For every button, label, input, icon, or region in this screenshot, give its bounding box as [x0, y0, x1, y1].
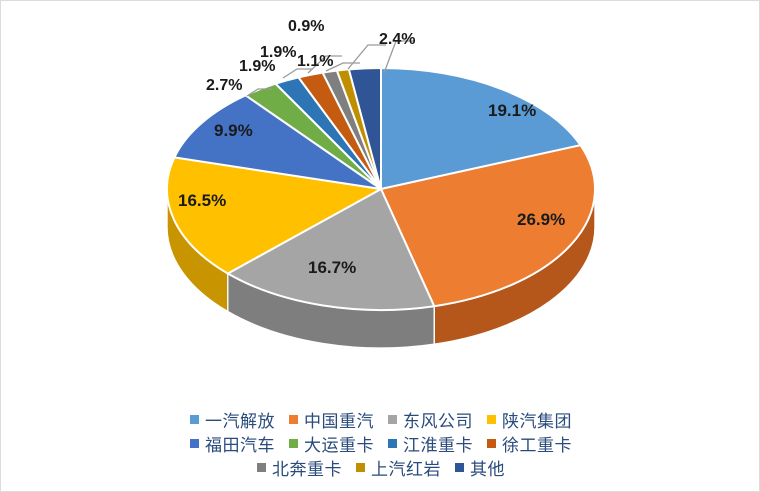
slice-label-zhongguozhongqi: 26.9%: [517, 210, 566, 229]
legend-label: 福田汽车: [205, 435, 275, 455]
slice-label-yiqijiefang: 19.1%: [488, 101, 537, 120]
legend-row-2: 福田汽车 大运重卡 江淮重卡 徐工重卡: [190, 431, 572, 455]
legend-label: 上汽红岩: [371, 459, 441, 479]
slice-label-dayunzhongka: 2.7%: [206, 77, 243, 94]
slice-label-futianqiche: 9.9%: [214, 121, 253, 140]
slice-futianqiche[interactable]: [172, 94, 382, 190]
legend-swatch-icon: [257, 462, 266, 472]
pie-top-faces: [165, 66, 596, 311]
slice-label-jianghuaizhongka: 1.9%: [239, 58, 276, 75]
legend-row-3: 北奔重卡 上汽红岩 其他: [257, 455, 505, 479]
slice-shanqijituan[interactable]: [165, 156, 385, 275]
legend-swatch-icon: [190, 414, 199, 424]
slice-label-qita: 2.4%: [379, 31, 416, 48]
legend-label: 大运重卡: [304, 435, 374, 455]
legend-label: 中国重汽: [304, 411, 374, 431]
pie-svg: [165, 40, 596, 349]
pie-plot-area: 19.1% 26.9% 16.7% 16.5% 9.9% 2.7% 1.9% 1…: [1, 1, 759, 401]
legend-label: 陕汽集团: [502, 411, 572, 431]
legend-item-zhongguozhongqi[interactable]: 中国重汽: [289, 407, 374, 432]
leader-line-0-9: [347, 44, 386, 70]
legend-item-shanqijituan[interactable]: 陕汽集团: [487, 407, 572, 432]
legend-label: 北奔重卡: [272, 459, 342, 479]
legend-item-dayunzhongka[interactable]: 大运重卡: [289, 431, 374, 456]
legend-swatch-icon: [455, 462, 464, 472]
slice-yiqijiefang[interactable]: [380, 66, 583, 191]
legend-label: 东风公司: [403, 411, 473, 431]
legend-label: 一汽解放: [205, 411, 275, 431]
legend-swatch-icon: [388, 438, 397, 448]
leader-line-2-4: [383, 40, 414, 74]
legend-item-futianqiche[interactable]: 福田汽车: [190, 431, 275, 456]
legend-item-xugongzhongka[interactable]: 徐工重卡: [487, 431, 572, 456]
slice-label-shangqihongyan: 0.9%: [288, 18, 325, 35]
legend-item-yiqijiefang[interactable]: 一汽解放: [190, 407, 275, 432]
slice-label-shanqijituan: 16.5%: [178, 191, 227, 210]
slice-label-dongfenggongsi: 16.7%: [308, 258, 357, 277]
legend-item-beibenzhongka[interactable]: 北奔重卡: [257, 455, 342, 480]
slice-label-xugongzhongka: 1.9%: [260, 44, 297, 61]
legend-swatch-icon: [487, 414, 496, 424]
legend-label: 徐工重卡: [502, 435, 572, 455]
legend-swatch-icon: [356, 462, 365, 472]
slice-qita[interactable]: [347, 66, 382, 190]
legend-swatch-icon: [289, 438, 298, 448]
legend-label: 其他: [470, 459, 505, 479]
leader-line-1-9a: [282, 68, 313, 79]
leader-line-1-1: [325, 62, 360, 72]
leader-line-1-9b: [307, 55, 342, 74]
legend-item-dongfenggongsi[interactable]: 东风公司: [388, 407, 473, 432]
leader-line-2-7: [246, 88, 272, 97]
chart-legend: 一汽解放 中国重汽 东风公司 陕汽集团 福田汽车 大运重卡: [1, 403, 759, 491]
legend-item-qita[interactable]: 其他: [455, 455, 505, 480]
slice-label-beibenzhongka: 1.1%: [297, 53, 334, 70]
legend-item-shangqihongyan[interactable]: 上汽红岩: [356, 455, 441, 480]
legend-swatch-icon: [388, 414, 397, 424]
legend-swatch-icon: [289, 414, 298, 424]
legend-swatch-icon: [190, 438, 199, 448]
leader-lines: [246, 40, 414, 97]
legend-item-jianghuaizhongka[interactable]: 江淮重卡: [388, 431, 473, 456]
legend-swatch-icon: [487, 438, 496, 448]
slice-dongfenggongsi[interactable]: [225, 187, 436, 311]
legend-label: 江淮重卡: [403, 435, 473, 455]
slice-zhongguozhongqi[interactable]: [379, 144, 596, 308]
legend-row-1: 一汽解放 中国重汽 东风公司 陕汽集团: [190, 407, 572, 431]
